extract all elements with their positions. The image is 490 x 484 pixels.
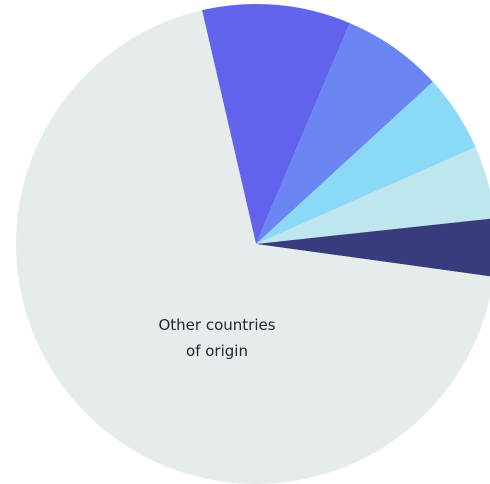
pie-slice-5 xyxy=(256,218,490,277)
slice-label-other-line-1: Other countries xyxy=(158,316,275,334)
pie-slice-2 xyxy=(256,23,433,244)
pie-slice-1 xyxy=(202,3,350,245)
pie-slice-6 xyxy=(15,10,490,484)
slice-label-other-line-2: of origin xyxy=(186,342,248,360)
pie-slice-3 xyxy=(256,81,476,244)
pie-slice-4 xyxy=(256,147,490,244)
pie-slices xyxy=(15,3,490,484)
